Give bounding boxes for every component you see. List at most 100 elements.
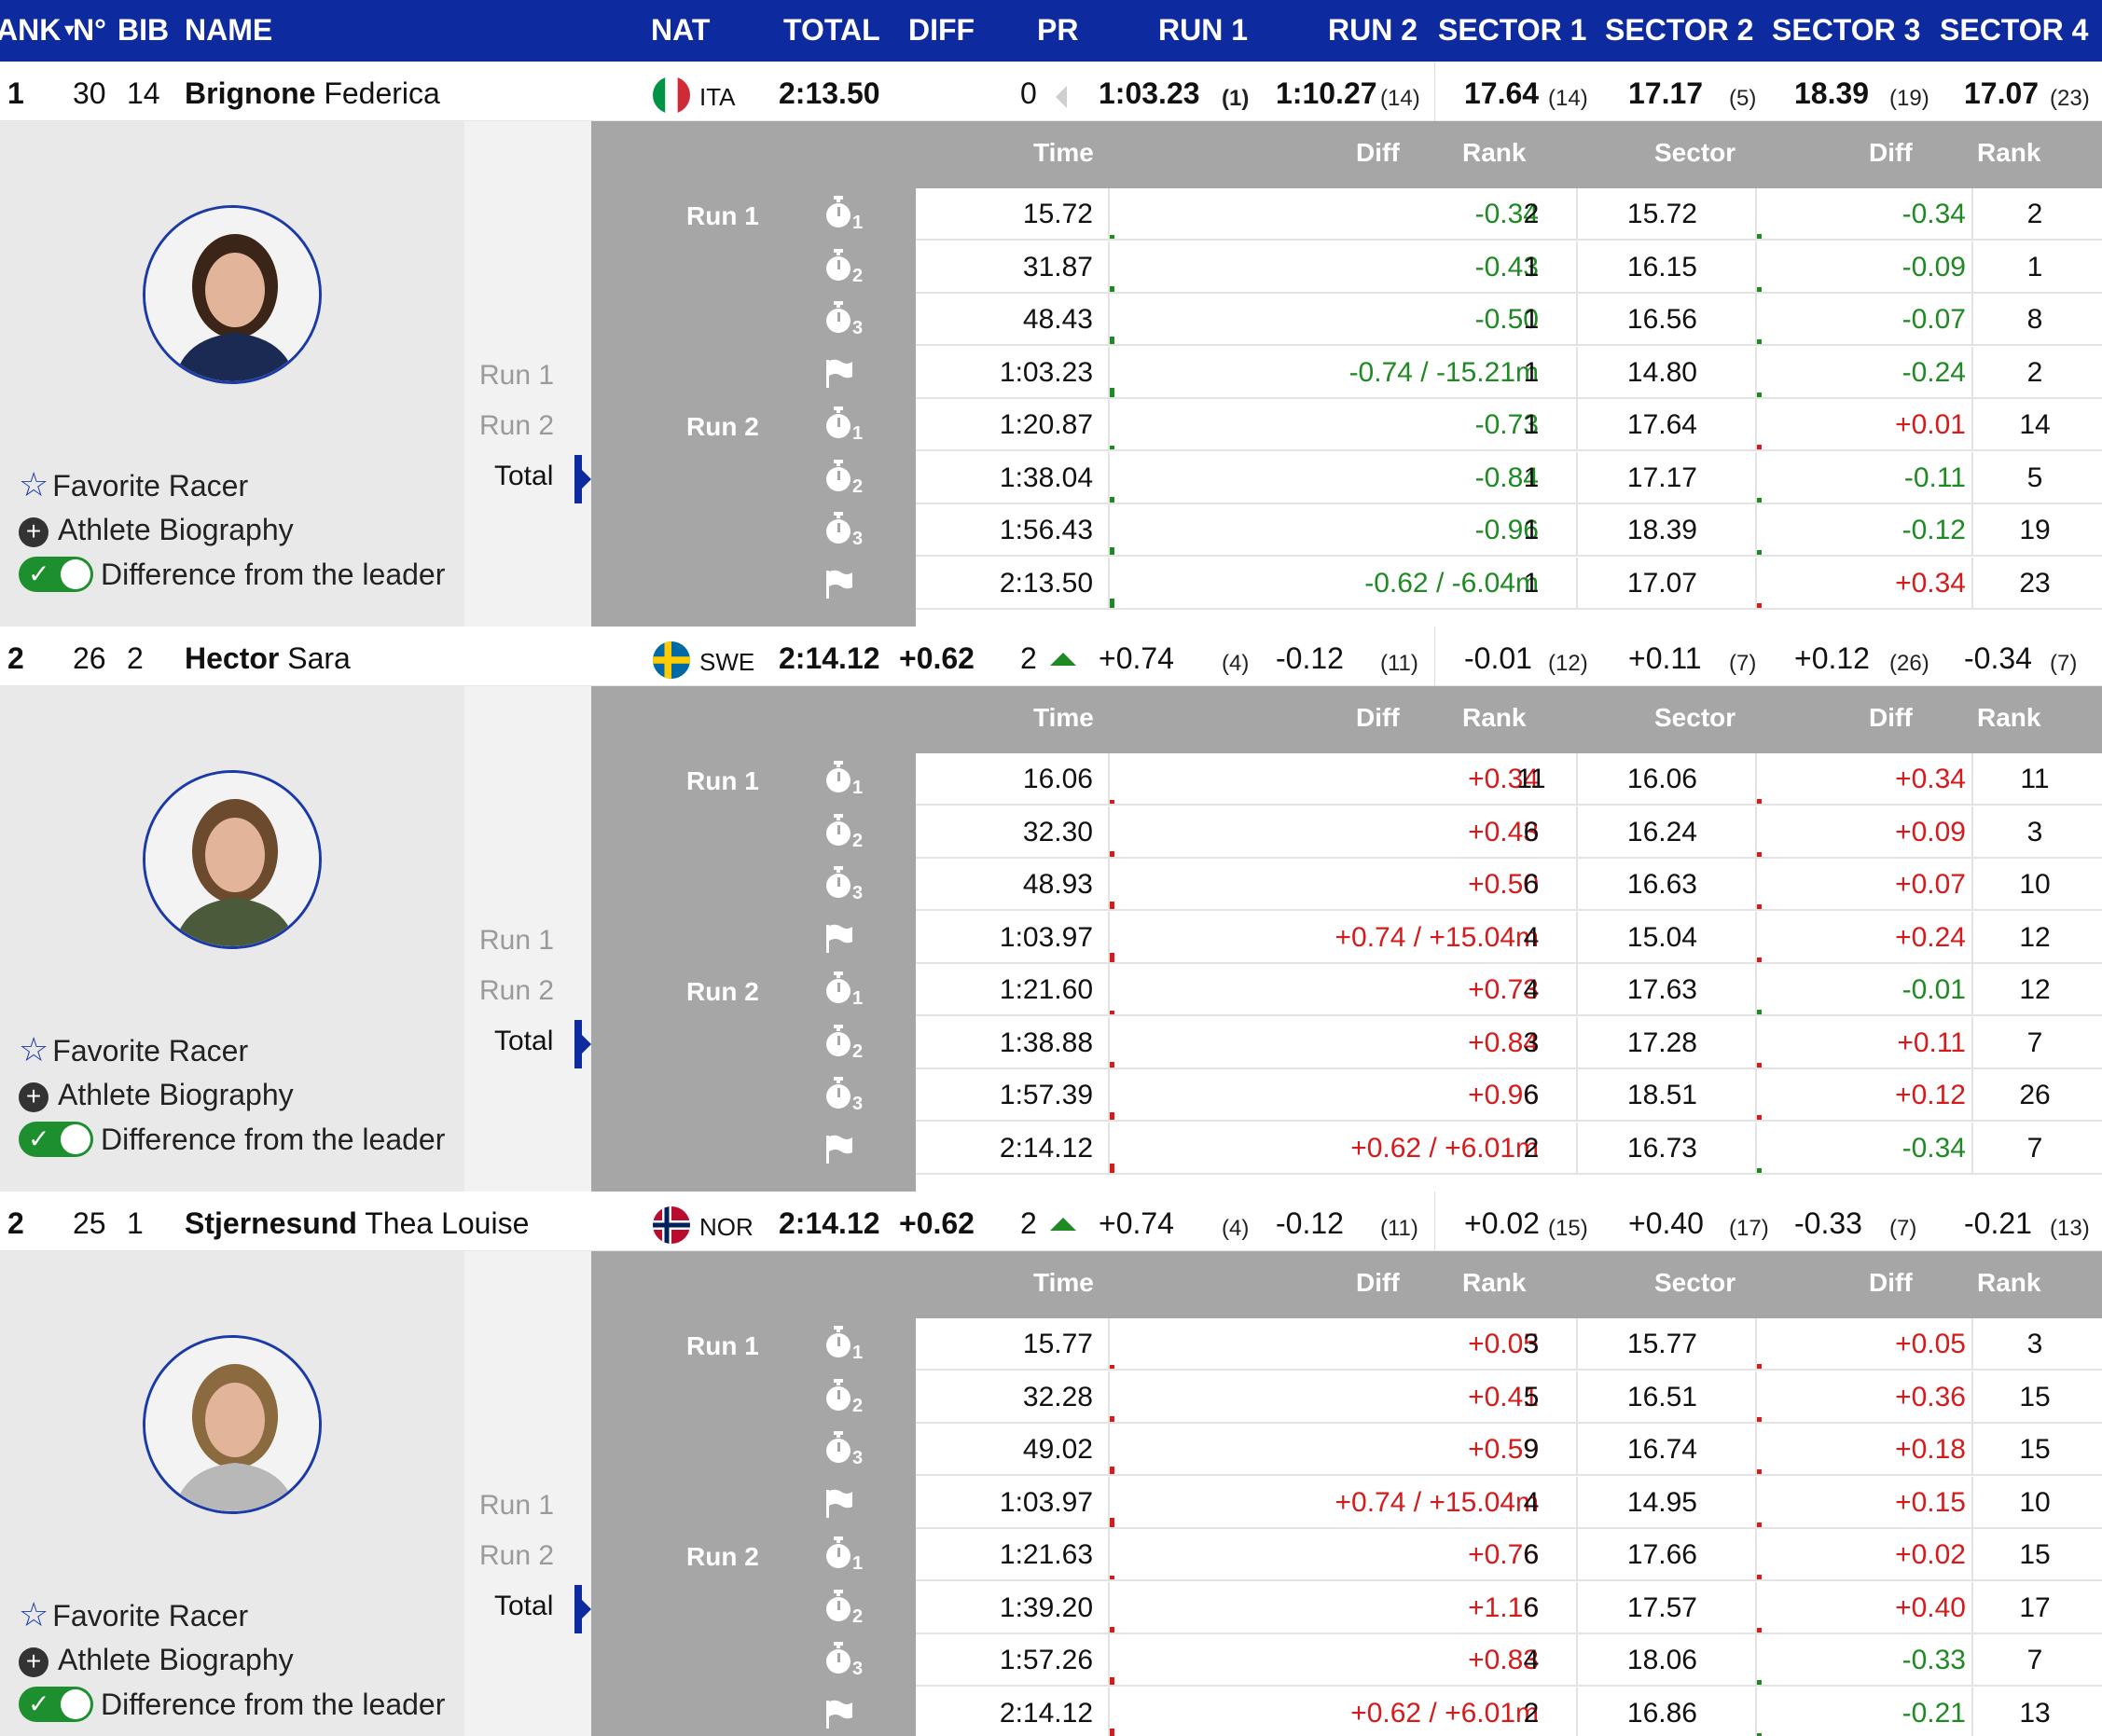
athlete-biography-link[interactable]: + Athlete Biography [19,1641,294,1678]
cell-time: 1:03.23 [999,357,1093,388]
divider [1108,1688,1110,1736]
racer-sector-3: 18.39 [1794,76,1870,110]
nav-total[interactable]: Total [494,1591,554,1621]
diff-marker [1110,1164,1114,1173]
table-row: 1:38.04 -0.84 1 17.17 -0.11 5 [916,452,2102,504]
table-row: 1:21.60 +0.73 4 17.63 -0.01 12 [916,964,2102,1016]
header-sector2[interactable]: SECTOR 2 [1605,13,1754,47]
cell-sector-rank: 15 [2019,1382,2051,1412]
nav-run1[interactable]: Run 1 [479,360,555,391]
cell-sector-diff: -0.12 [1901,515,1966,545]
difference-toggle[interactable]: ✓ [19,1122,93,1157]
divider [1576,1424,1578,1476]
header-sector1[interactable]: SECTOR 1 [1438,13,1587,47]
cell-rank: 6 [1523,1539,1540,1570]
header-sector3[interactable]: SECTOR 3 [1772,13,1921,47]
table-row: 49.02 +0.59 9 16.74 +0.18 15 [916,1424,2102,1476]
difference-label: Difference from the leader [101,1688,446,1721]
divider [1971,188,1973,241]
divider [1971,1688,1973,1736]
header-bib[interactable]: BIB [118,13,170,47]
racer-name[interactable]: Stjernesund Thea Louise [185,1206,529,1240]
divider [1755,1477,1757,1529]
table-row: 1:03.97 +0.74 / +15.04m 4 14.95 +0.15 10 [916,1477,2102,1529]
divider [1108,912,1110,964]
racer-summary-row[interactable]: 2 26 2 Hector Sara SWE 2:14.12 +0.62 2 +… [0,627,2102,686]
favorite-racer-link[interactable]: ☆ Favorite Racer [19,1031,248,1069]
plus-circle-icon: + [19,517,48,547]
cell-rank: 11 [1516,764,1546,794]
header-run2[interactable]: RUN 2 [1328,13,1418,47]
athlete-biography-link[interactable]: + Athlete Biography [19,1076,294,1113]
difference-toggle[interactable]: ✓ [19,1687,93,1722]
sector-diff-marker [1757,445,1762,449]
intermediate-table: 16.06 +0.34 11 16.06 +0.34 11 32.30 +0.4… [916,753,2102,1227]
divider [1108,1634,1110,1687]
nav-run1[interactable]: Run 1 [479,925,555,956]
stopwatch-icon: 2 [823,249,869,290]
divider [1108,806,1110,859]
nav-run1[interactable]: Run 1 [479,1490,555,1521]
header-name[interactable]: NAME [185,13,273,47]
racer-run1-rank: (4) [1222,651,1250,676]
table-row: 1:03.97 +0.74 / +15.04m 4 15.04 +0.24 12 [916,912,2102,964]
divider [1755,1069,1757,1122]
nav-total[interactable]: Total [494,1026,554,1056]
cell-sector: 17.66 [1626,1539,1697,1570]
cell-diff: +0.83 [1468,1645,1539,1675]
col-time: Time [1033,703,1094,732]
diff-marker [1110,1416,1114,1422]
header-nat[interactable]: NAT [651,13,711,47]
favorite-racer-link[interactable]: ☆ Favorite Racer [19,466,248,504]
nav-total[interactable]: Total [494,461,554,491]
divider [1108,1371,1110,1424]
racer-sector-2-rank: (7) [1729,651,1757,676]
divider [1576,859,1578,911]
athlete-biography-link[interactable]: + Athlete Biography [19,511,294,548]
finish-flag-icon [823,1697,869,1736]
cell-sector: 18.51 [1626,1080,1697,1110]
header-pr[interactable]: PR [1037,13,1079,47]
finish-flag-icon [823,921,869,962]
athlete-biography-label: Athlete Biography [58,513,294,546]
difference-toggle[interactable]: ✓ [19,557,93,592]
header-total[interactable]: TOTAL [783,13,880,47]
divider [1971,1634,1973,1687]
header-no[interactable]: N° [73,13,106,47]
nav-run2[interactable]: Run 2 [479,975,555,1006]
intermediate-number: 1 [852,988,864,1009]
header-diff[interactable]: DIFF [908,13,975,47]
sector-diff-marker [1757,603,1762,608]
sector-diff-marker [1757,958,1762,962]
run1-label: Run 1 [686,1331,759,1360]
diff-marker [1110,235,1114,239]
diff-marker [1110,800,1114,804]
racer-bib: 1 [127,1206,144,1240]
racer-sector-1-rank: (14) [1548,86,1588,111]
racer-name[interactable]: Hector Sara [185,641,351,675]
cell-diff: +1.16 [1468,1592,1539,1623]
cell-sector-rank: 14 [2019,409,2051,440]
cell-sector-rank: 2 [2026,357,2043,388]
nav-run2[interactable]: Run 2 [479,410,555,441]
racer-summary-row[interactable]: 1 30 14 Brignone Federica ITA 2:13.50 0 … [0,62,2102,121]
cell-sector: 17.64 [1626,409,1697,440]
racer-rank: 1 [7,76,24,110]
racer-sector-4-rank: (13) [2050,1216,2090,1241]
header-run1[interactable]: RUN 1 [1158,13,1249,47]
racer-nation: ITA [699,83,736,111]
favorite-racer-link[interactable]: ☆ Favorite Racer [19,1596,248,1634]
header-sector4[interactable]: SECTOR 4 [1940,13,2089,47]
cell-sector: 18.39 [1626,515,1697,545]
divider [1108,241,1110,294]
nav-run2[interactable]: Run 2 [479,1540,555,1571]
racer-summary-row[interactable]: 2 25 1 Stjernesund Thea Louise NOR 2:14.… [0,1192,2102,1251]
cell-sector: 17.57 [1626,1592,1697,1623]
col-sector-rank: Rank [1977,138,2041,167]
avatar [143,205,322,384]
racer-name[interactable]: Brignone Federica [185,76,440,110]
divider [1755,859,1757,911]
divider [1971,504,1973,557]
header-rank[interactable]: ANK▼ [0,11,77,48]
col-sector-rank: Rank [1977,1268,2041,1297]
